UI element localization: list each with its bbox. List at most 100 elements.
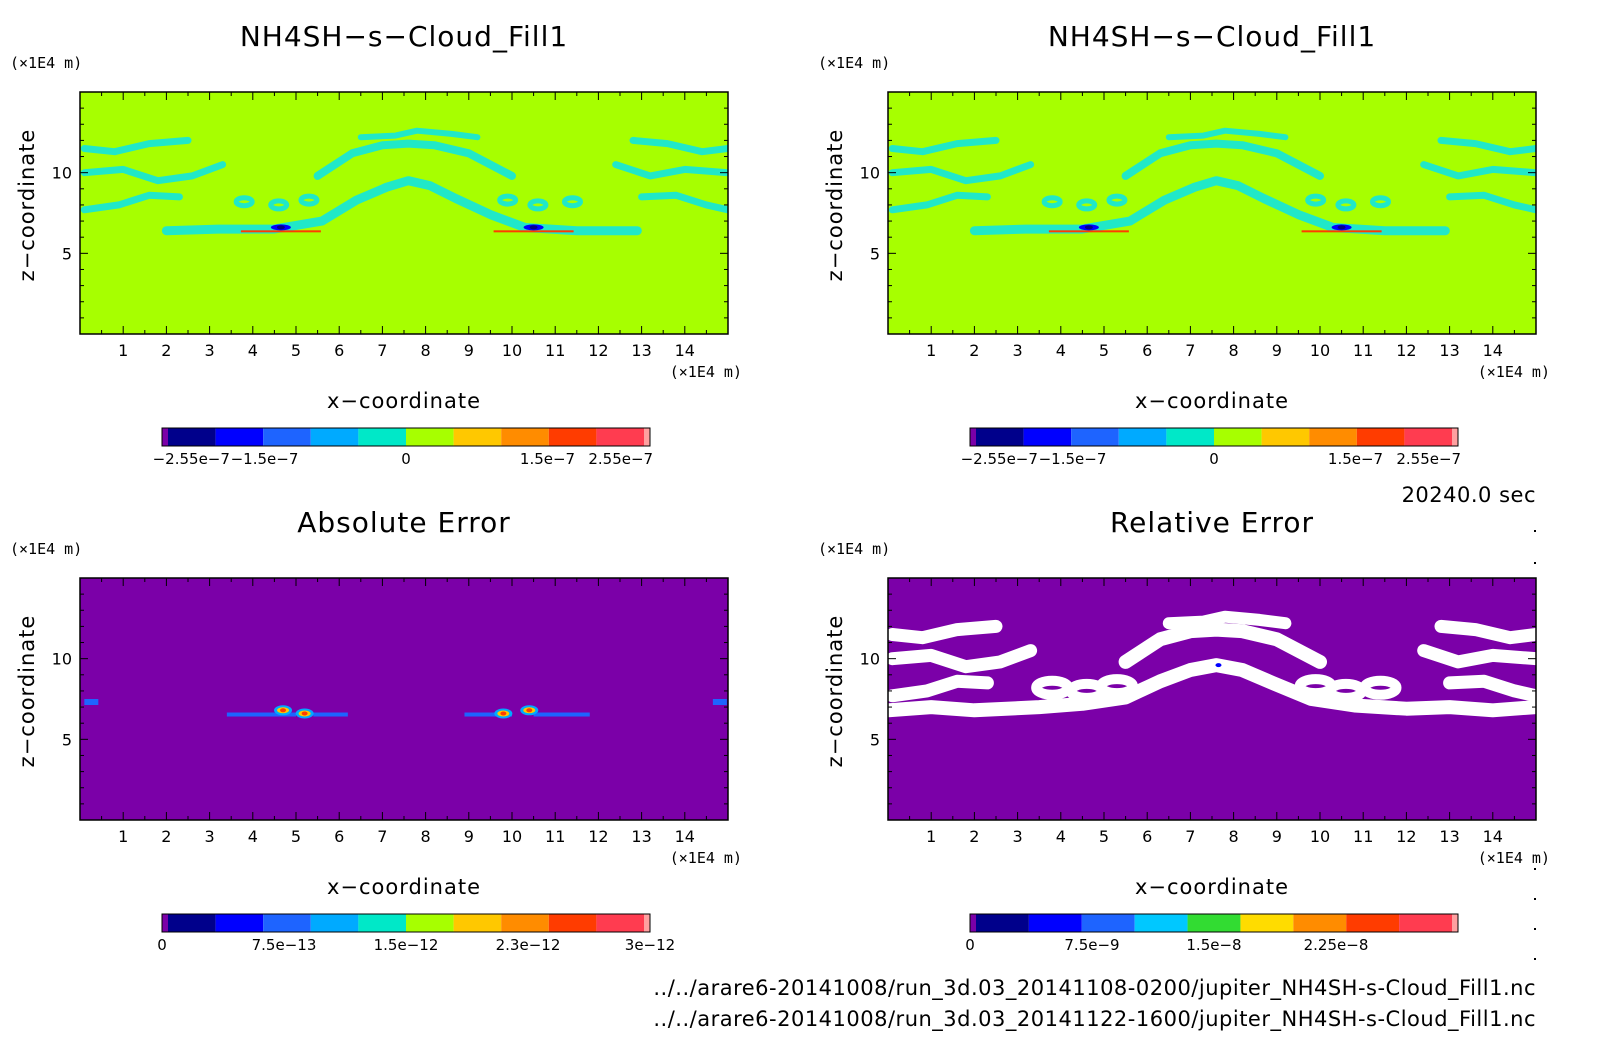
colorbar-swatch xyxy=(406,914,454,932)
colorbar-swatch xyxy=(310,914,359,932)
colorbar-frame xyxy=(161,427,651,447)
rel-band-left-2 xyxy=(888,644,1038,674)
x-tick-label: 8 xyxy=(1229,341,1239,360)
x-tick-label: 4 xyxy=(248,827,258,846)
plot-area xyxy=(80,578,728,820)
plot-area xyxy=(888,92,1536,334)
cloud-band-top xyxy=(357,127,481,141)
x-tick-label: 2 xyxy=(969,341,979,360)
y-tick-label: 10 xyxy=(860,650,880,669)
colorbar-label: 2.3e−12 xyxy=(496,936,561,954)
x-tick-label: 4 xyxy=(1056,827,1066,846)
cloud-band-upper xyxy=(1121,139,1324,180)
x-tick-label: 10 xyxy=(502,341,522,360)
rel-band-right-2 xyxy=(1417,644,1536,669)
colorbar-label: −1.5e−7 xyxy=(231,450,299,468)
cloud-blob xyxy=(268,198,290,212)
colorbar-swatch xyxy=(168,428,216,446)
x-tick-label: 8 xyxy=(421,341,431,360)
plot-area xyxy=(80,92,728,334)
x-tick-label: 7 xyxy=(1185,827,1195,846)
x-axis-label: x−coordinate xyxy=(327,875,481,899)
x-tick-label: 7 xyxy=(1185,341,1195,360)
anomaly-positive xyxy=(240,230,321,233)
colorbar-swatch xyxy=(1118,428,1167,446)
rel-blob xyxy=(1359,675,1402,700)
anomaly-negative-core xyxy=(276,225,285,230)
error-edge-right xyxy=(712,699,727,705)
colorbar-swatch xyxy=(644,914,650,932)
rel-band-left-3 xyxy=(888,674,994,703)
colorbar-label: 1.5e−7 xyxy=(1328,450,1383,468)
y-axis-label: z−coordinate xyxy=(823,129,847,282)
colorbar-frame xyxy=(969,427,1459,447)
y-tick-label: 5 xyxy=(870,244,880,263)
cloud-blob xyxy=(298,193,320,207)
x-tick-label: 9 xyxy=(1272,341,1282,360)
colorbar-swatch xyxy=(358,914,406,932)
cloud-blob xyxy=(1076,198,1098,212)
chart-panel-2: NH4SH−s−Cloud_Fill1(×1E4 m)1 2 3 4 5 6 7 8 9 10 11… xyxy=(818,20,1550,468)
anomaly-positive xyxy=(1301,230,1382,233)
colorbar-label: 2.55e−7 xyxy=(588,450,653,468)
colorbar-label: 0 xyxy=(401,450,411,468)
plot-area xyxy=(888,578,1536,820)
chart-panel-3: Absolute Error(×1E4 m)1 2 3 4 5 6 7 8 9 10 11 12 13 1… xyxy=(10,506,742,954)
colorbar-swatch xyxy=(596,914,644,932)
x-tick-label: 14 xyxy=(675,341,695,360)
x-tick-label: 13 xyxy=(1439,827,1459,846)
x-tick-label: 5 xyxy=(291,341,301,360)
cloud-blob xyxy=(1305,193,1327,207)
x-tick-label: 6 xyxy=(334,827,344,846)
x-tick-label: 2 xyxy=(161,827,171,846)
y-axis-label: z−coordinate xyxy=(15,615,39,768)
edge-dots xyxy=(1534,530,1536,960)
x-tick-label: 3 xyxy=(1013,827,1023,846)
panel-title: Relative Error xyxy=(1110,506,1314,539)
anomaly-negative-core xyxy=(529,225,538,230)
colorbar-swatch xyxy=(1071,428,1119,446)
colorbar-frame xyxy=(161,913,651,933)
rel-band-upper xyxy=(1118,622,1327,669)
cloud-band-left-3 xyxy=(888,191,991,214)
colorbar-swatch xyxy=(1166,428,1214,446)
colorbar-label: −2.55e−7 xyxy=(153,450,230,468)
colorbar-swatch xyxy=(453,428,502,446)
x-tick-label: 3 xyxy=(205,827,215,846)
x-unit-label: (×1E4 m) xyxy=(670,849,742,867)
colorbar-swatch xyxy=(1404,428,1452,446)
x-tick-label: 8 xyxy=(421,827,431,846)
x-axis-label: x−coordinate xyxy=(1135,389,1289,413)
x-tick-label: 7 xyxy=(377,827,387,846)
x-tick-label: 13 xyxy=(631,341,651,360)
x-tick-label: 6 xyxy=(1142,827,1152,846)
colorbar-label: 1.5e−7 xyxy=(520,450,575,468)
colorbar-swatch xyxy=(162,914,168,932)
x-tick-label: 12 xyxy=(1396,341,1416,360)
x-tick-label: 4 xyxy=(1056,341,1066,360)
colorbar-swatch xyxy=(406,428,454,446)
y-tick-label: 5 xyxy=(870,730,880,749)
colorbar-swatch xyxy=(263,914,311,932)
x-tick-label: 10 xyxy=(1310,827,1330,846)
colorbar-swatch xyxy=(548,428,597,446)
x-tick-label: 11 xyxy=(1353,827,1373,846)
cloud-band-right-3 xyxy=(1446,191,1536,214)
colorbar-swatch xyxy=(215,428,264,446)
x-tick-label: 3 xyxy=(205,341,215,360)
error-peak-core xyxy=(500,711,507,716)
x-tick-label: 11 xyxy=(545,827,565,846)
cloud-band-left-1 xyxy=(80,136,192,156)
error-streak xyxy=(313,712,348,717)
cloud-band-right-1 xyxy=(1437,136,1536,156)
x-tick-label: 14 xyxy=(1483,827,1503,846)
colorbar-swatch xyxy=(1214,428,1262,446)
colorbar-swatch xyxy=(1028,914,1082,932)
colorbar-label: 3e−12 xyxy=(625,936,675,954)
rel-band-right-1 xyxy=(1434,619,1536,645)
cloud-blob xyxy=(561,195,583,209)
anomaly-positive xyxy=(1048,230,1129,233)
x-tick-label: 14 xyxy=(1483,341,1503,360)
x-tick-label: 12 xyxy=(1396,827,1416,846)
